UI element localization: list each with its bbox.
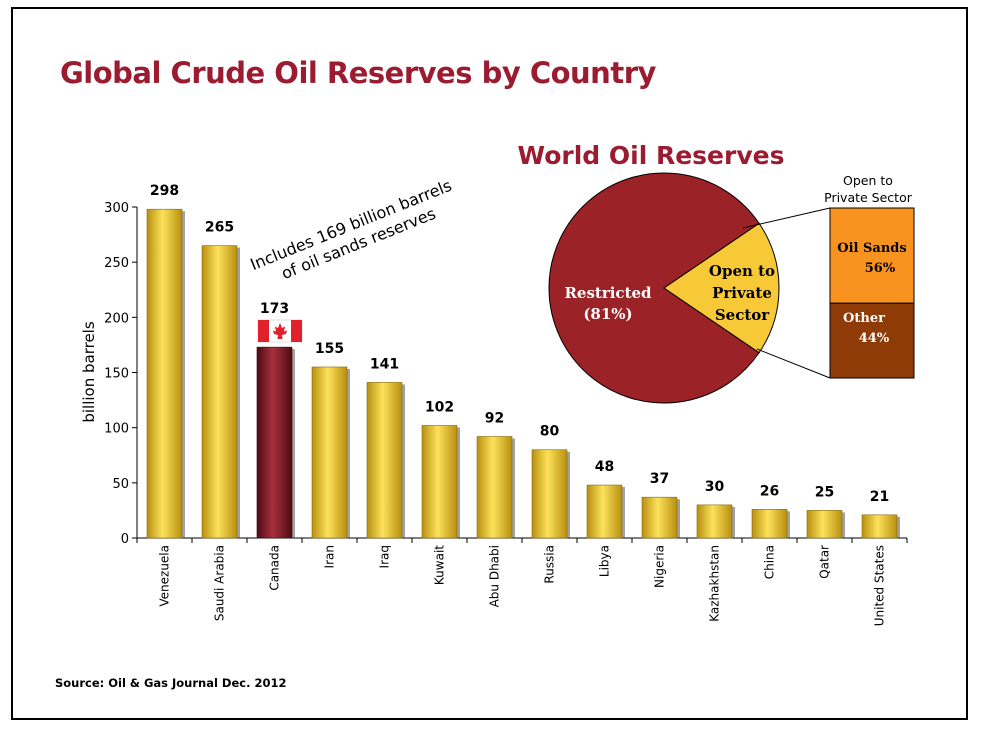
slide-frame <box>11 7 968 720</box>
bar-russia <box>531 449 568 539</box>
bar-value-label: 141 <box>370 356 399 372</box>
other-label: Other <box>843 311 885 326</box>
bar-kazhakhstan <box>696 504 733 539</box>
bar-value-label: 102 <box>425 399 454 415</box>
category-label: Russia <box>543 545 557 584</box>
bar-united-states <box>861 514 898 539</box>
category-label: Iran <box>323 545 337 568</box>
segment-other <box>829 302 915 379</box>
bar-nigeria <box>641 496 678 539</box>
y-tick-label: 100 <box>104 422 129 437</box>
oil-sands-label: Oil Sands <box>837 241 906 256</box>
category-label: Libya <box>598 545 612 577</box>
pie-slice-restricted <box>548 172 760 404</box>
bar-value-label: 173 <box>260 301 289 317</box>
bar-iran <box>311 366 348 539</box>
pie-label-restricted-1: Restricted <box>564 284 652 302</box>
y-tick-label: 200 <box>104 311 129 326</box>
connector-top <box>742 207 831 229</box>
y-axis-label: billion barrels <box>80 321 98 422</box>
category-label: Iraq <box>378 545 392 568</box>
slide-title: Global Crude Oil Reserves by Country <box>60 56 656 90</box>
category-label: Qatar <box>818 545 832 579</box>
other-pct: 44% <box>859 331 890 346</box>
pie-slice-open <box>663 222 780 354</box>
pie-label-open-3: Sector <box>715 306 770 324</box>
bar-china <box>751 509 788 539</box>
bar-abu-dhabi <box>476 436 513 539</box>
oil-sands-annotation: Includes 169 billion barrels of oil sand… <box>248 176 455 283</box>
bar-value-label: 155 <box>315 341 344 357</box>
segment-oil-sands <box>829 207 915 304</box>
y-tick-label: 300 <box>104 201 129 216</box>
category-label: United States <box>873 545 887 626</box>
connector-bottom <box>756 348 831 379</box>
category-label: Nigeria <box>653 545 667 588</box>
bar-value-label: 92 <box>485 410 504 426</box>
y-tick-label: 0 <box>121 532 129 547</box>
bar-value-label: 80 <box>540 424 560 440</box>
y-tick-label: 50 <box>112 477 129 492</box>
category-label: Venezuela <box>158 545 172 607</box>
bar-libya <box>586 484 623 539</box>
breakdown-title-1: Open to <box>843 173 893 188</box>
bar-value-label: 265 <box>205 220 234 236</box>
canada-flag-icon <box>257 319 303 343</box>
category-label: Saudi Arabia <box>213 545 227 621</box>
bar-value-label: 25 <box>815 484 834 500</box>
bar-canada <box>256 346 293 539</box>
bar-venezuela <box>146 208 183 539</box>
category-label: Kazhakhstan <box>708 545 722 622</box>
bar-saudi-arabia <box>201 245 238 539</box>
category-label: Abu Dhabi <box>488 545 502 607</box>
breakdown-title-2: Private Sector <box>824 190 913 205</box>
bar-value-label: 37 <box>650 471 669 487</box>
bar-iraq <box>366 382 403 539</box>
bar-value-label: 48 <box>595 459 614 475</box>
bar-value-label: 26 <box>760 483 779 499</box>
bar-value-label: 30 <box>705 479 725 495</box>
source-note: Source: Oil & Gas Journal Dec. 2012 <box>55 676 287 690</box>
bar-kuwait <box>421 425 458 539</box>
category-label: China <box>763 545 777 579</box>
category-label: Canada <box>268 545 282 591</box>
y-tick-label: 250 <box>104 256 129 271</box>
pie-label-open-1: Open to <box>709 262 775 280</box>
pie-label-open-2: Private <box>712 284 772 302</box>
bar-value-label: 21 <box>870 489 889 505</box>
oil-sands-pct: 56% <box>865 261 896 276</box>
y-tick-label: 150 <box>104 367 129 382</box>
category-label: Kuwait <box>433 545 447 585</box>
bar-qatar <box>806 510 843 539</box>
bar-value-label: 298 <box>150 183 179 199</box>
pie-title: World Oil Reserves <box>518 141 785 170</box>
pie-label-restricted-2: (81%) <box>583 305 632 323</box>
